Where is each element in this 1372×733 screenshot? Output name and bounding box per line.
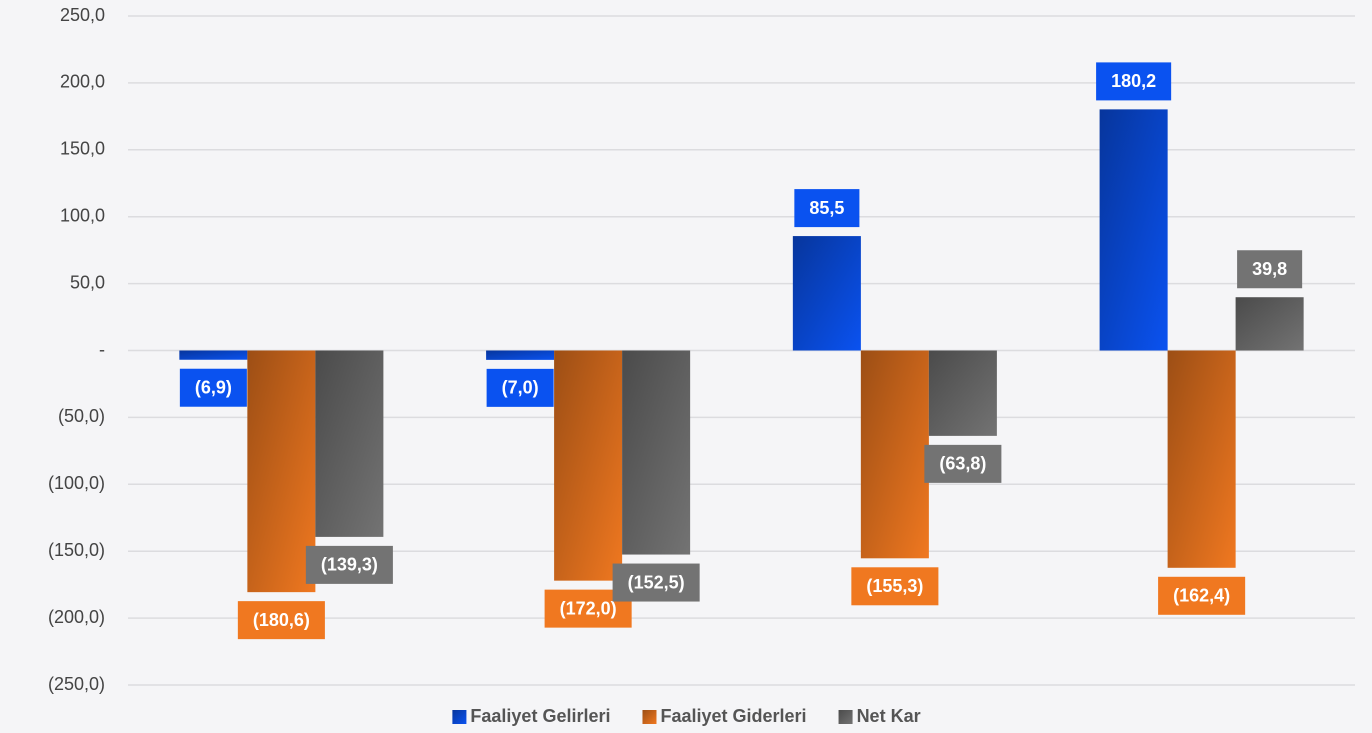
data-label-text: 39,8 — [1252, 259, 1287, 279]
data-label: (7,0) — [486, 368, 554, 407]
data-label-box — [794, 189, 860, 228]
data-label: (162,4) — [1158, 576, 1246, 615]
bar — [792, 236, 861, 351]
data-label-box — [179, 368, 247, 407]
data-label: 180,2 — [1096, 62, 1172, 101]
data-label-box — [1158, 576, 1246, 615]
y-tick-label: 200,0 — [60, 72, 105, 92]
data-label: (6,9) — [179, 368, 247, 407]
data-label-box — [237, 601, 325, 640]
data-label-text: (152,5) — [628, 572, 685, 592]
data-label-text: (172,0) — [560, 598, 617, 618]
data-label-text: (7,0) — [502, 378, 539, 398]
data-label-text: (139,3) — [321, 555, 378, 575]
bar — [928, 350, 997, 436]
bar — [554, 350, 623, 581]
data-label-text: (180,6) — [253, 610, 310, 630]
legend-swatch-shade — [642, 710, 657, 724]
bar — [622, 350, 691, 555]
bar — [247, 350, 316, 593]
data-label-box — [851, 567, 939, 606]
data-label-box — [305, 545, 393, 584]
data-label-text: (155,3) — [866, 576, 923, 596]
data-label-box — [924, 444, 1002, 483]
data-label-box — [1237, 250, 1303, 289]
data-label: 39,8 — [1237, 250, 1303, 289]
legend-label: Faaliyet Giderleri — [660, 706, 806, 726]
data-label-text: (63,8) — [939, 454, 986, 474]
y-tick-label: 50,0 — [70, 272, 105, 292]
bar — [486, 350, 555, 360]
data-label-text: (6,9) — [195, 377, 232, 397]
data-label: 85,5 — [794, 189, 860, 228]
legend-swatch-shade — [452, 710, 467, 724]
bar — [860, 350, 929, 559]
data-label: (152,5) — [612, 563, 700, 602]
legend-label: Net Kar — [857, 706, 921, 726]
data-label: (172,0) — [544, 589, 632, 628]
y-tick-label: 100,0 — [60, 205, 105, 225]
y-tick-label: 150,0 — [60, 139, 105, 159]
legend: Faaliyet Gelirleri Faaliyet Giderleri Net … — [452, 706, 921, 726]
bar — [1167, 350, 1236, 568]
y-tick-label: (200,0) — [48, 607, 105, 627]
y-tick-label: (100,0) — [48, 473, 105, 493]
bar — [1099, 109, 1168, 351]
bar — [1235, 297, 1304, 351]
bar — [179, 350, 248, 360]
legend-label: Faaliyet Gelirleri — [470, 706, 610, 726]
data-label: (139,3) — [305, 545, 393, 584]
data-label-box — [486, 368, 554, 407]
data-label-text: 85,5 — [809, 198, 844, 218]
data-label: (155,3) — [851, 567, 939, 606]
bar — [315, 350, 384, 537]
y-tick-label: (150,0) — [48, 540, 105, 560]
y-tick-label: 250,0 — [60, 5, 105, 25]
data-label: (63,8) — [924, 444, 1002, 483]
data-label-text: 180,2 — [1111, 71, 1156, 91]
data-label-box — [612, 563, 700, 602]
data-label-box — [1096, 62, 1172, 101]
legend-swatch-shade — [838, 710, 853, 724]
y-tick-label: (250,0) — [48, 674, 105, 694]
data-label-text: (162,4) — [1173, 586, 1230, 606]
y-tick-label: (50,0) — [58, 406, 105, 426]
data-label: (180,6) — [237, 601, 325, 640]
y-tick-label: - — [99, 339, 105, 359]
